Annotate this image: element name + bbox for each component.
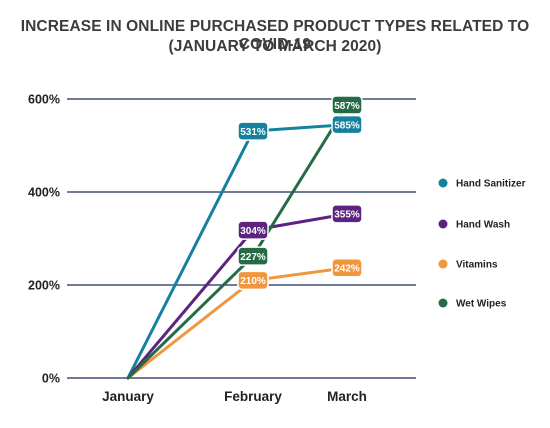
data-label-vitamins-february: 210%	[237, 270, 269, 291]
data-label-text: 227%	[240, 252, 266, 263]
data-label-hand-sanitizer-february: 531%	[237, 121, 269, 141]
data-label-box	[331, 258, 363, 278]
legend-item-vitamins: Vitamins	[438, 259, 498, 271]
data-label-hand-wash-february: 304%	[237, 220, 269, 240]
chart-subtitle: (JANUARY TO MARCH 2020)	[168, 38, 382, 55]
x-tick-label-january: January	[102, 389, 154, 404]
legend-label: Wet Wipes	[456, 299, 507, 310]
data-label-text: 585%	[334, 120, 360, 131]
data-label-hand-sanitizer-march: 585%	[331, 114, 363, 135]
y-tick-label: 600%	[28, 93, 60, 107]
data-label-box	[331, 114, 363, 135]
data-label-box	[331, 95, 363, 115]
y-tick-label: 0%	[42, 372, 60, 386]
y-tick-label: 400%	[28, 186, 60, 200]
legend-marker	[438, 178, 448, 188]
data-label-text: 355%	[334, 210, 360, 221]
data-label-text: 587%	[334, 101, 360, 112]
x-tick-label-february: February	[224, 389, 282, 404]
legend-marker	[438, 219, 448, 229]
data-label-text: 210%	[240, 276, 266, 287]
legend-item-wet-wipes: Wet Wipes	[438, 298, 507, 310]
legend: Hand Sanitizer Hand Wash Vitamins Wet Wipes	[438, 178, 526, 310]
series-lines	[126, 103, 349, 380]
data-label-box	[237, 220, 269, 240]
data-label-box	[237, 270, 269, 291]
data-label-wet-wipes-february: 227%	[237, 246, 269, 266]
legend-label: Hand Sanitizer	[456, 179, 526, 190]
data-label-text: 242%	[334, 264, 360, 275]
data-label-hand-wash-march: 355%	[331, 204, 363, 224]
data-label-wet-wipes-march: 587%	[331, 95, 363, 115]
legend-marker	[438, 298, 448, 308]
legend-item-hand-sanitizer: Hand Sanitizer	[438, 178, 526, 190]
data-label-vitamins-march: 242%	[331, 258, 363, 278]
legend-marker	[438, 259, 448, 269]
data-labels: 531% 585% 304% 355% 210% 242% 227% 587%	[237, 95, 363, 291]
data-label-box	[237, 121, 269, 141]
x-tick-label-march: March	[327, 389, 367, 404]
y-axis-tick-labels: 0% 200% 400% 600%	[28, 93, 60, 386]
legend-label: Hand Wash	[456, 220, 510, 231]
chart-title: INCREASE IN ONLINE PURCHASED PRODUCT TYP…	[20, 18, 530, 53]
y-tick-label: 200%	[28, 279, 60, 293]
data-label-box	[237, 246, 269, 266]
data-label-box	[331, 204, 363, 224]
data-label-text: 531%	[240, 127, 266, 138]
legend-item-hand-wash: Hand Wash	[438, 219, 510, 231]
legend-label: Vitamins	[456, 260, 498, 271]
x-axis-tick-labels: January February March	[102, 389, 367, 404]
data-label-text: 304%	[240, 226, 266, 237]
